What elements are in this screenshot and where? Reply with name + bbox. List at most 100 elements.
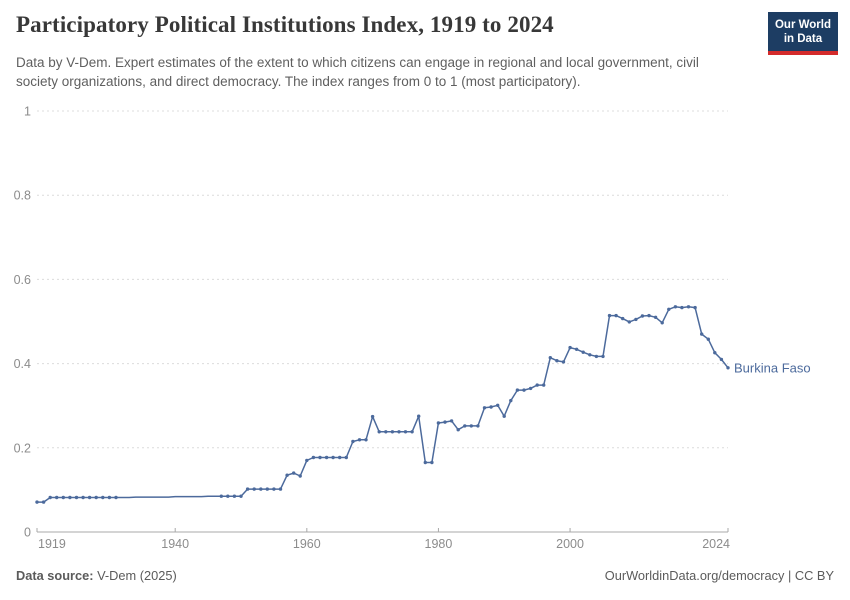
data-point[interactable] (588, 353, 592, 357)
data-point[interactable] (278, 487, 283, 491)
data-point[interactable] (548, 356, 552, 360)
data-point[interactable] (245, 487, 250, 491)
data-point[interactable] (496, 403, 500, 407)
data-point[interactable] (94, 495, 98, 500)
data-point[interactable] (403, 430, 408, 434)
data-point[interactable] (561, 360, 566, 364)
data-point[interactable] (509, 398, 513, 403)
data-point[interactable] (265, 487, 269, 491)
data-point[interactable] (594, 354, 599, 359)
y-axis-label: 0.4 (14, 357, 31, 371)
data-point[interactable] (436, 421, 441, 425)
data-point[interactable] (384, 430, 388, 434)
data-point[interactable] (338, 455, 342, 460)
data-point[interactable] (370, 414, 375, 419)
data-point[interactable] (114, 495, 118, 500)
data-point[interactable] (397, 430, 401, 434)
data-point[interactable] (482, 406, 487, 410)
data-point[interactable] (476, 424, 480, 428)
data-point[interactable] (555, 359, 559, 363)
data-point[interactable] (259, 487, 263, 491)
data-point[interactable] (667, 307, 671, 311)
data-point[interactable] (502, 414, 506, 418)
data-point[interactable] (61, 495, 65, 500)
data-point[interactable] (344, 455, 348, 460)
data-point[interactable] (574, 347, 579, 351)
data-point[interactable] (456, 428, 460, 432)
data-point[interactable] (331, 455, 335, 460)
data-point[interactable] (81, 495, 85, 500)
x-axis-label: 2024 (702, 537, 730, 551)
data-point[interactable] (522, 388, 526, 392)
data-point[interactable] (686, 305, 691, 309)
data-point[interactable] (693, 305, 697, 310)
data-point[interactable] (410, 430, 414, 434)
data-point[interactable] (305, 458, 309, 463)
data-point[interactable] (68, 495, 72, 500)
data-point[interactable] (252, 487, 256, 491)
data-point[interactable] (581, 350, 585, 354)
entity-label[interactable]: Burkina Faso (734, 360, 811, 375)
data-point[interactable] (298, 474, 302, 478)
data-point[interactable] (390, 430, 395, 434)
data-point[interactable] (568, 345, 572, 350)
data-point[interactable] (324, 455, 329, 460)
data-point[interactable] (443, 420, 447, 424)
data-point[interactable] (101, 495, 105, 500)
data-point[interactable] (74, 495, 79, 500)
data-point[interactable] (48, 495, 52, 500)
data-point[interactable] (469, 424, 473, 428)
data-point[interactable] (377, 430, 381, 434)
data-point[interactable] (107, 495, 112, 500)
data-point[interactable] (601, 354, 605, 359)
data-point[interactable] (489, 405, 493, 409)
data-point[interactable] (292, 471, 296, 475)
data-point[interactable] (239, 494, 243, 498)
data-point[interactable] (423, 460, 427, 465)
data-point[interactable] (660, 321, 664, 325)
data-point[interactable] (713, 351, 717, 355)
credit-link[interactable]: OurWorldinData.org/democracy | CC BY (604, 568, 834, 583)
data-point[interactable] (607, 313, 612, 318)
data-point[interactable] (364, 438, 368, 442)
data-point[interactable] (311, 455, 316, 460)
data-point[interactable] (357, 438, 362, 442)
data-point[interactable] (318, 455, 322, 460)
data-point[interactable] (226, 494, 230, 498)
data-point[interactable] (706, 337, 710, 341)
data-point[interactable] (621, 316, 625, 321)
data-point[interactable] (640, 314, 645, 318)
data-point[interactable] (41, 500, 46, 504)
data-point[interactable] (653, 315, 658, 319)
data-point[interactable] (515, 388, 520, 392)
data-point[interactable] (719, 357, 724, 362)
data-point[interactable] (680, 305, 684, 310)
series-line[interactable] (36, 306, 729, 503)
data-point[interactable] (542, 383, 546, 387)
data-point[interactable] (463, 424, 467, 428)
data-point[interactable] (614, 313, 618, 318)
data-point[interactable] (351, 439, 355, 444)
data-point[interactable] (634, 317, 638, 322)
data-point[interactable] (35, 500, 39, 504)
data-point[interactable] (535, 383, 539, 387)
data-point[interactable] (726, 366, 730, 370)
owid-logo[interactable]: Our World in Data (767, 12, 838, 55)
data-point[interactable] (647, 313, 651, 318)
data-point[interactable] (232, 494, 237, 498)
data-point[interactable] (285, 473, 289, 477)
data-point[interactable] (430, 460, 434, 465)
data-point[interactable] (528, 386, 533, 391)
data-point[interactable] (219, 494, 223, 498)
chart-footer: Data source: V-Dem (2025) OurWorldinData… (16, 568, 834, 583)
data-point[interactable] (272, 487, 276, 491)
data-point[interactable] (449, 419, 454, 423)
data-point[interactable] (700, 332, 704, 336)
data-point[interactable] (673, 305, 678, 309)
data-point[interactable] (87, 495, 92, 500)
data-point[interactable] (417, 414, 421, 418)
data-point[interactable] (55, 495, 59, 500)
data-point[interactable] (627, 320, 631, 324)
